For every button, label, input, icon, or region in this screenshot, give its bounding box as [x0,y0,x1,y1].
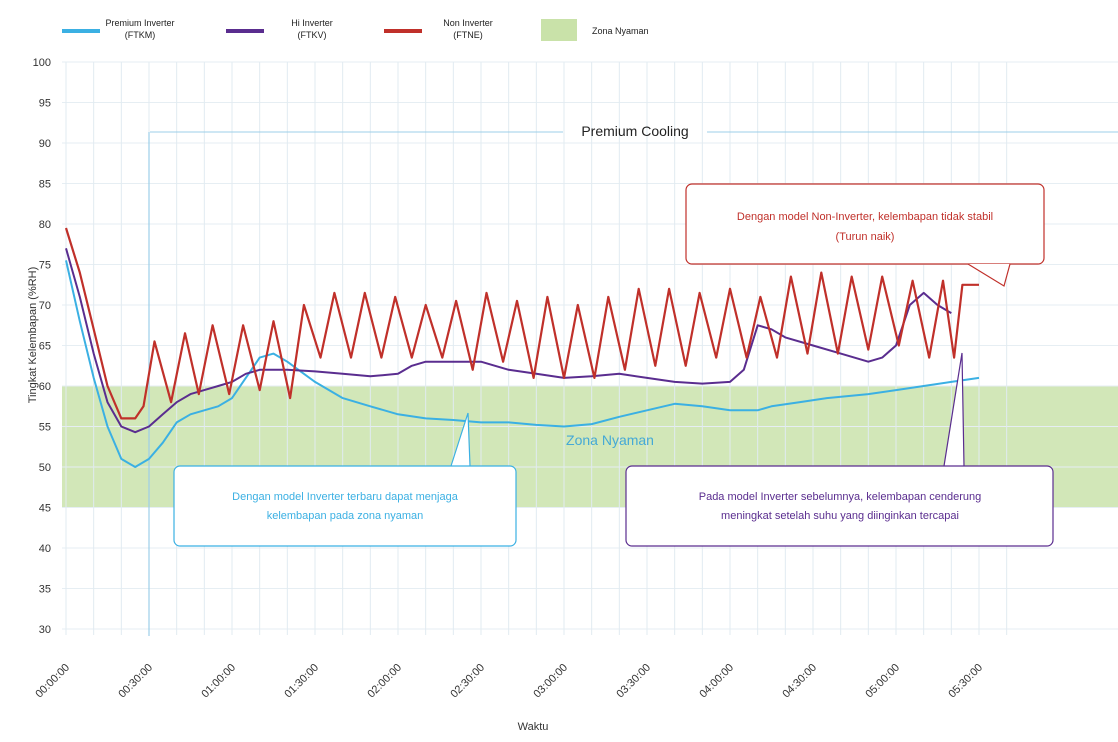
y-tick-label: 30 [39,624,51,636]
legend-label-hi-inverter-1: Hi Inverter [291,18,333,28]
legend-item-zona-nyaman: Zona Nyaman [541,19,649,41]
legend: Premium Inverter (FTKM) Hi Inverter (FTK… [62,18,649,41]
legend-swatch-zona-nyaman [541,19,577,41]
y-tick-label: 70 [39,300,51,312]
y-tick-label: 80 [39,219,51,231]
series-line-non-inverter [64,227,979,420]
annotation-hi-inverter: Pada model Inverter sebelumnya, kelembap… [625,352,1054,547]
x-tick-label: 00:30:00 [116,662,155,701]
y-tick-label: 45 [39,503,51,515]
annotation-premium-inverter-box [173,465,517,547]
annotation-non-inverter-pointer [967,263,1011,287]
annotation-non-inverter-line1: Dengan model Non-Inverter, kelembapan ti… [737,211,993,223]
series-line-hi-inverter [65,248,952,434]
x-tick-label: 03:30:00 [614,662,653,701]
legend-label-hi-inverter-2: (FTKV) [298,30,327,40]
annotation-hi-inverter-line2: meningkat setelah suhu yang diinginkan t… [721,510,959,522]
annotation-non-inverter-line2: (Turun naik) [836,231,895,243]
x-tick-label: 05:00:00 [863,662,902,701]
x-tick-label: 04:00:00 [697,662,736,701]
x-axis-title: Waktu [518,721,549,733]
y-tick-label: 60 [39,381,51,393]
y-axis-title: Tingkat Kelembapan (%RH) [27,267,39,404]
y-tick-label: 55 [39,422,51,434]
x-tick-label: 02:30:00 [448,662,487,701]
annotation-hi-inverter-line1: Pada model Inverter sebelumnya, kelembap… [699,491,982,503]
legend-item-premium-inverter: Premium Inverter (FTKM) [62,18,175,40]
legend-label-non-inverter-1: Non Inverter [443,18,493,28]
legend-label-premium-inverter-1: Premium Inverter [105,18,174,28]
y-tick-label: 35 [39,584,51,596]
x-tick-label: 03:00:00 [531,662,570,701]
x-tick-label: 02:00:00 [365,662,404,701]
zone-label: Zona Nyaman [566,432,654,448]
y-tick-label: 50 [39,462,51,474]
annotation-hi-inverter-pointer [943,352,965,467]
y-tick-label: 90 [39,138,51,150]
x-tick-label: 05:30:00 [946,662,985,701]
legend-label-zona-nyaman: Zona Nyaman [592,26,649,36]
legend-item-non-inverter: Non Inverter (FTNE) [384,18,493,40]
legend-label-non-inverter-2: (FTNE) [453,30,483,40]
y-tick-label: 100 [33,57,51,69]
x-tick-label: 01:00:00 [199,662,238,701]
annotation-non-inverter: Dengan model Non-Inverter, kelembapan ti… [685,183,1045,287]
legend-label-premium-inverter-2: (FTKM) [125,30,156,40]
premium-cooling-section: Premium Cooling [148,123,1118,636]
series-line-premium-inverter [65,260,980,468]
series-layer [64,227,980,468]
y-tick-label: 65 [39,341,51,353]
legend-item-hi-inverter: Hi Inverter (FTKV) [226,18,333,40]
annotation-premium-inverter-line2: kelembapan pada zona nyaman [267,510,424,522]
x-axis-ticks: 00:00:00 00:30:00 01:00:00 01:30:00 02:00:00… [33,662,985,701]
annotation-premium-inverter-line1: Dengan model Inverter terbaru dapat menj… [232,491,459,503]
annotation-non-inverter-box [685,183,1045,265]
annotation-hi-inverter-box [625,465,1054,547]
grid-layer [62,61,1118,635]
annotation-premium-inverter: Dengan model Inverter terbaru dapat menj… [173,412,517,547]
x-tick-label: 01:30:00 [282,662,321,701]
y-tick-label: 85 [39,179,51,191]
annotation-premium-inverter-pointer [450,412,471,467]
premium-cooling-label: Premium Cooling [581,123,688,139]
y-axis-ticks: 100 95 90 85 80 75 70 65 60 55 50 45 40 35 30 [33,57,51,636]
x-tick-label: 04:30:00 [780,662,819,701]
x-tick-label: 00:00:00 [33,662,72,701]
y-tick-label: 40 [39,543,51,555]
y-tick-label: 75 [39,260,51,272]
y-tick-label: 95 [39,98,51,110]
